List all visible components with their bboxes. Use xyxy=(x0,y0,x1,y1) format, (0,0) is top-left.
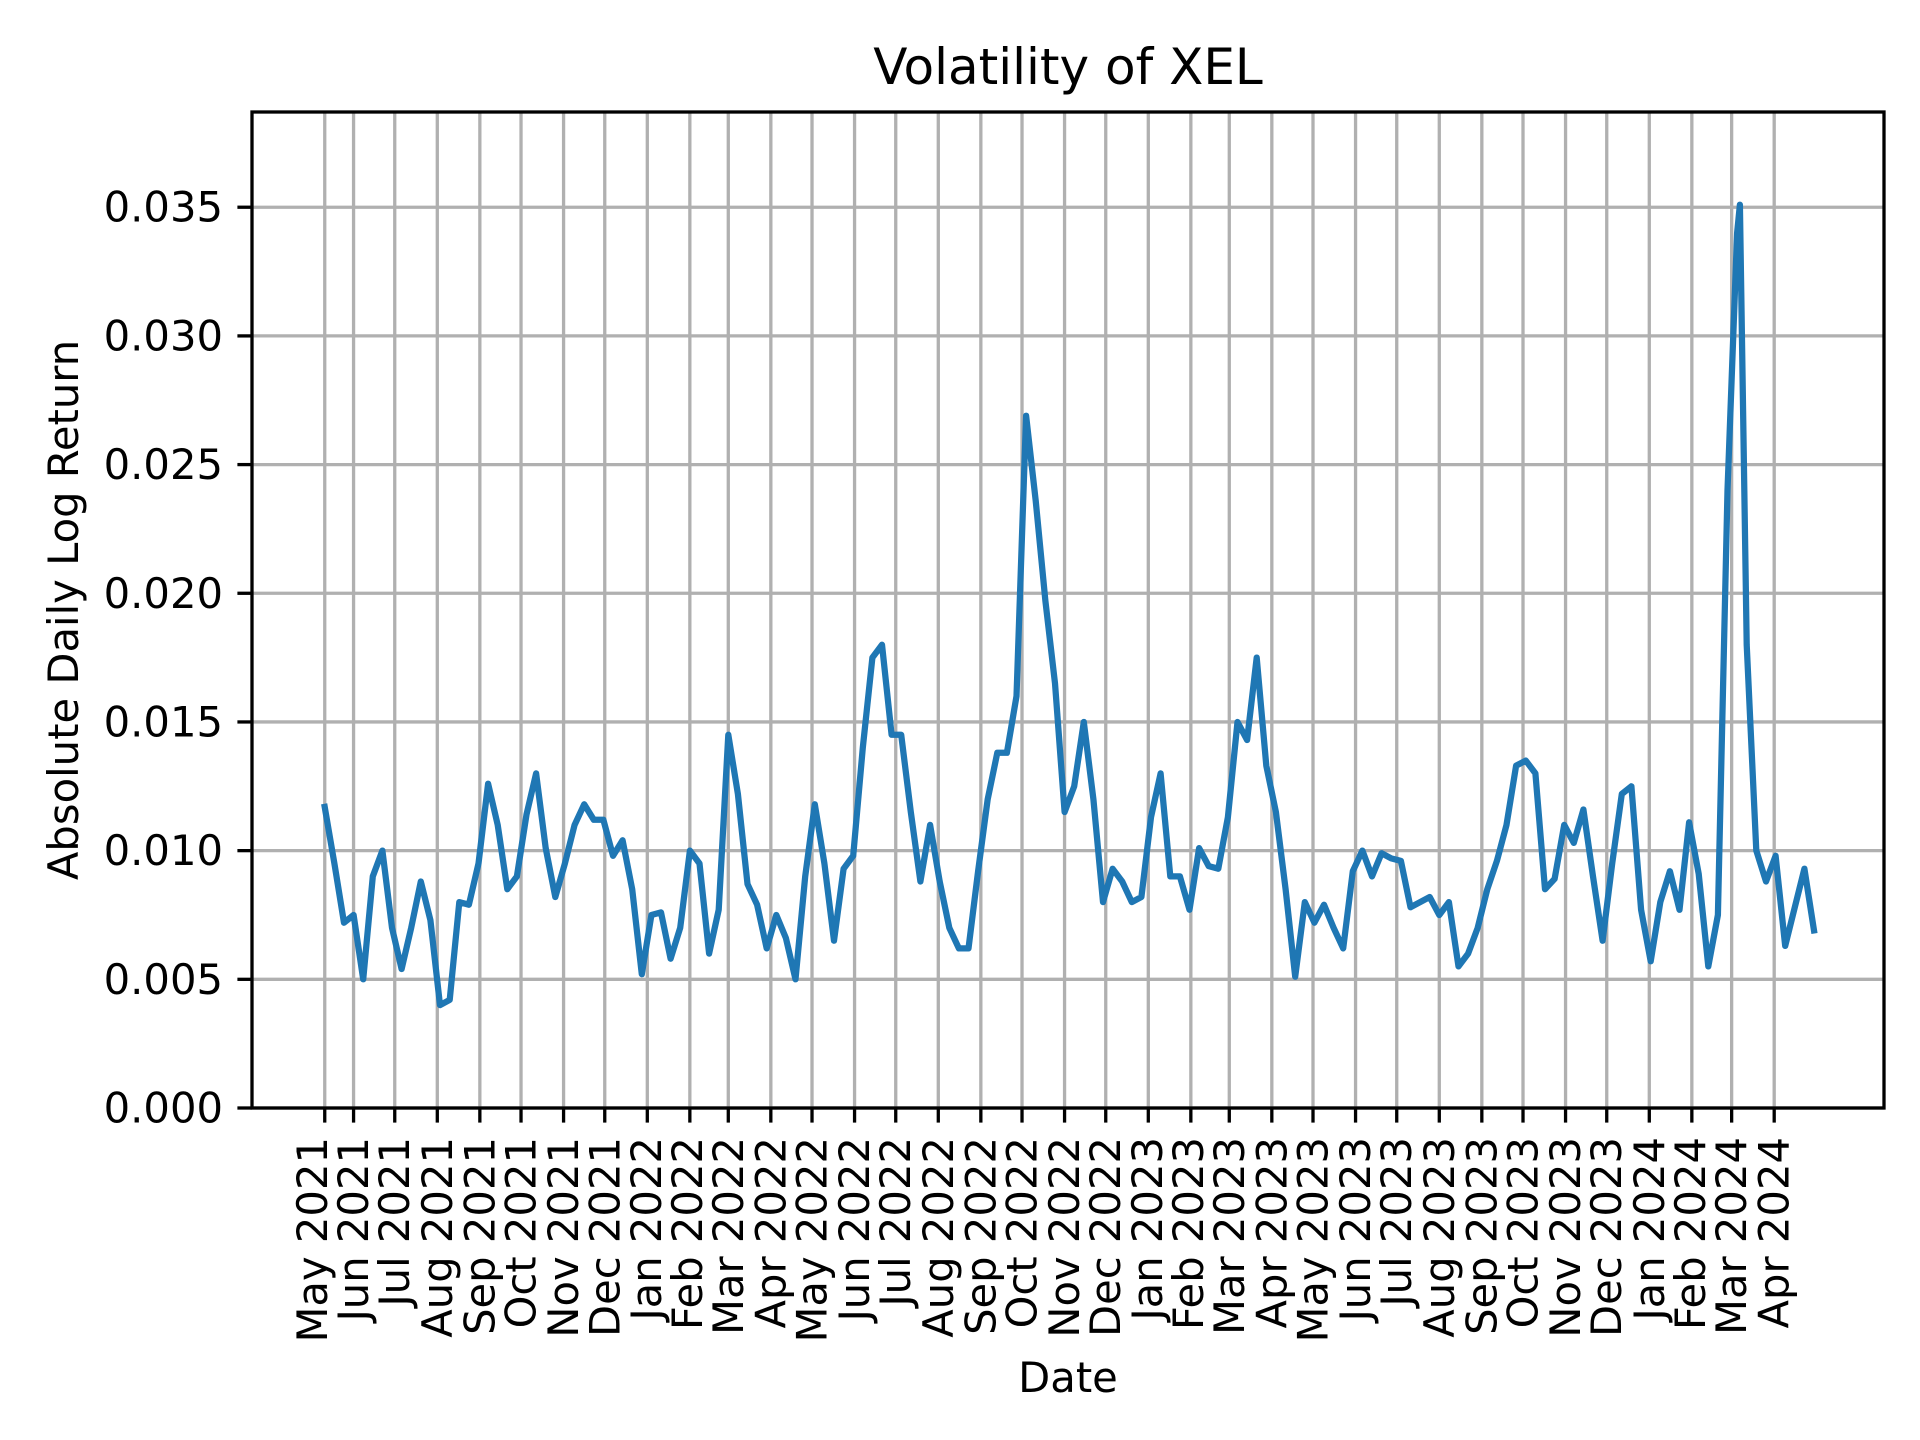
x-tick-label: May 2023 xyxy=(1289,1137,1338,1343)
x-tick-label: Nov 2022 xyxy=(1040,1137,1089,1338)
x-tick-label: Jan 2022 xyxy=(622,1137,671,1324)
x-tick-label: Aug 2022 xyxy=(914,1137,963,1338)
chart-title: Volatility of XEL xyxy=(873,38,1263,96)
x-tick-label: May 2021 xyxy=(288,1137,337,1343)
y-tick-label: 0.000 xyxy=(104,1084,223,1133)
x-tick-label: Sep 2022 xyxy=(956,1137,1005,1335)
x-tick-label: Feb 2024 xyxy=(1666,1137,1715,1330)
x-tick-label: Jun 2021 xyxy=(329,1137,378,1324)
y-tick-label: 0.005 xyxy=(104,955,223,1004)
ticks: 0.000 0.005 0.010 0.015 0.020 0.025 0.030 0.035… xyxy=(104,183,1799,1343)
x-tick-label: Jul 2022 xyxy=(871,1137,920,1310)
x-tick-label: Jan 2023 xyxy=(1123,1137,1172,1324)
x-tick-label: Mar 2024 xyxy=(1707,1137,1756,1335)
x-tick-label: Oct 2023 xyxy=(1499,1137,1548,1328)
x-tick-label: Jan 2024 xyxy=(1625,1137,1674,1324)
x-tick-label: Mar 2023 xyxy=(1205,1137,1254,1335)
x-tick-label: Aug 2021 xyxy=(413,1137,462,1338)
y-tick-label: 0.025 xyxy=(104,440,223,489)
x-tick-label: Feb 2023 xyxy=(1164,1137,1213,1330)
x-tick-label: Nov 2023 xyxy=(1541,1137,1590,1338)
x-tick-label: Jun 2023 xyxy=(1331,1137,1380,1324)
x-tick-label: Jul 2023 xyxy=(1372,1137,1421,1310)
x-tick-label: Sep 2023 xyxy=(1457,1137,1506,1335)
x-tick-label: Apr 2024 xyxy=(1750,1137,1799,1328)
x-tick-label: Dec 2023 xyxy=(1582,1137,1631,1337)
y-tick-label: 0.020 xyxy=(104,569,223,618)
x-tick-label: Oct 2021 xyxy=(497,1137,546,1328)
x-tick-label: Aug 2023 xyxy=(1415,1137,1464,1338)
x-tick-label: Oct 2022 xyxy=(998,1137,1047,1328)
x-tick-label: Dec 2021 xyxy=(580,1137,629,1337)
y-axis-label: Absolute Daily Log Return xyxy=(39,340,88,880)
y-tick-label: 0.010 xyxy=(104,826,223,875)
x-tick-label: Dec 2022 xyxy=(1081,1137,1130,1337)
x-tick-label: Mar 2022 xyxy=(704,1137,753,1335)
x-tick-label: Apr 2023 xyxy=(1247,1137,1296,1328)
x-tick-label: May 2022 xyxy=(788,1137,837,1343)
x-tick-label: Apr 2022 xyxy=(746,1137,795,1328)
y-tick-label: 0.015 xyxy=(104,697,223,746)
x-tick-label: Jun 2022 xyxy=(830,1137,879,1324)
x-tick-label: Sep 2021 xyxy=(455,1137,504,1335)
axes-frame xyxy=(250,110,1886,1110)
x-tick-label: Jul 2021 xyxy=(370,1137,419,1310)
y-tick-label: 0.035 xyxy=(104,183,223,232)
x-axis-label: Date xyxy=(1018,1353,1118,1402)
series-line xyxy=(321,201,1818,1009)
x-tick-label: Feb 2022 xyxy=(663,1137,712,1330)
x-tick-label: Nov 2021 xyxy=(539,1137,588,1338)
y-tick-label: 0.030 xyxy=(104,311,223,360)
